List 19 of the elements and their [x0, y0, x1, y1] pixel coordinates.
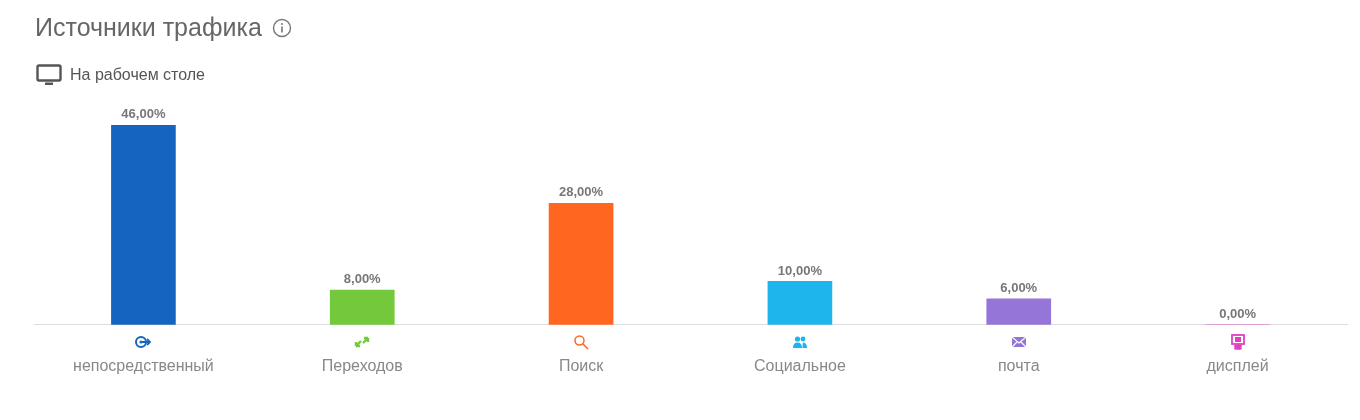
bar [329, 289, 395, 325]
data-label: 6,00% [1000, 279, 1038, 295]
bar [111, 125, 176, 325]
bar [986, 298, 1052, 325]
x-tick-label: Поиск [558, 356, 605, 374]
bar [767, 281, 833, 325]
data-label: 46,00% [121, 106, 166, 122]
data-label: 10,00% [777, 262, 823, 278]
x-tick-label: почта [997, 356, 1040, 374]
x-tick-label: Социальное [754, 356, 846, 374]
data-label: 0,00% [1219, 305, 1257, 321]
chart-subtitle: На рабочем столе [70, 66, 206, 84]
chart-title: Источники трафика [35, 13, 262, 42]
x-tick-label: дисплей [1206, 356, 1269, 374]
x-tick-label: Переходов [321, 356, 403, 374]
x-tick-label: непосредственный [73, 356, 214, 374]
data-label: 28,00% [559, 184, 604, 200]
data-label: 8,00% [343, 271, 382, 287]
bar [548, 203, 614, 325]
